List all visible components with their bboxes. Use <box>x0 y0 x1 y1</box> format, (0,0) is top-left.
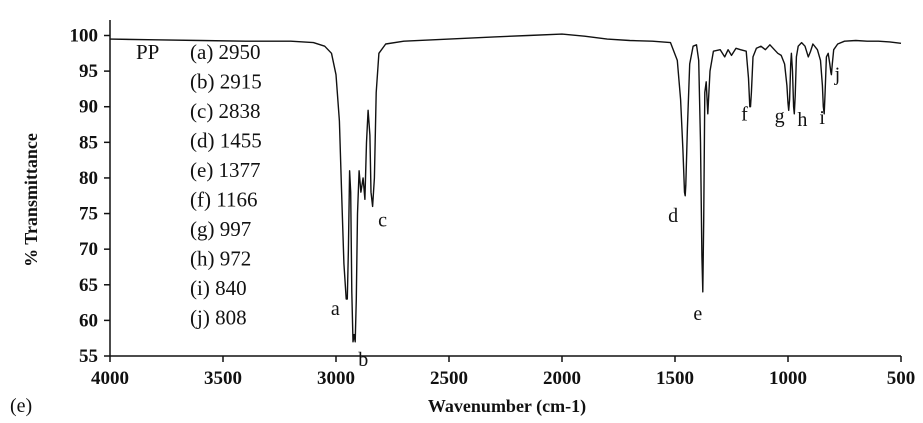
peak-legend: PP (a) 2950 (b) 2915 (c) 2838 (d) 1455 (e) 1… <box>136 40 262 330</box>
y-tick-label: 80 <box>79 168 98 189</box>
spectrum-line <box>109 33 902 343</box>
legend-title: PP <box>136 40 159 64</box>
peak-label-c: c <box>378 209 387 231</box>
peak-label-i: i <box>819 107 825 129</box>
peak-label-f: f <box>741 104 748 126</box>
legend-entry: (a) 2950 <box>190 40 261 64</box>
y-tick-label: 60 <box>79 310 98 331</box>
legend-entry: (h) 972 <box>190 247 251 271</box>
y-tick-label: 55 <box>79 346 98 367</box>
legend-entry: (j) 808 <box>190 306 247 330</box>
y-axis-title: % Transmittance <box>21 133 41 267</box>
peak-label-e: e <box>693 303 702 325</box>
x-tick-label: 2500 <box>430 368 468 389</box>
x-tick-label: 2000 <box>543 368 581 389</box>
x-ticks: 4000 3500 3000 2500 2000 1500 1000 500 <box>91 356 915 389</box>
x-tick-label: 4000 <box>91 368 129 389</box>
axes <box>109 20 901 357</box>
x-tick-label: 500 <box>887 368 916 389</box>
legend-entry: (g) 997 <box>190 217 251 241</box>
peak-label-b: b <box>358 349 368 371</box>
y-tick-label: 90 <box>79 97 98 118</box>
peak-label-g: g <box>775 105 785 127</box>
x-tick-label: 3000 <box>317 368 355 389</box>
peak-label-d: d <box>668 205 678 227</box>
legend-entry: (i) 840 <box>190 276 247 300</box>
x-tick-label: 1500 <box>656 368 694 389</box>
peak-labels: a b c d e f g h ij <box>331 64 840 371</box>
legend-entry: (c) 2838 <box>190 99 261 123</box>
y-tick-label: 75 <box>79 204 98 225</box>
x-tick-label: 1000 <box>769 368 807 389</box>
peak-label-h: h <box>797 109 807 131</box>
legend-entry: (d) 1455 <box>190 129 262 153</box>
x-axis-title: Wavenumber (cm-1) <box>428 396 586 417</box>
legend-entry: (f) 1166 <box>190 188 257 212</box>
legend-entry: (b) 2915 <box>190 70 262 94</box>
y-ticks: 55 60 65 70 75 80 85 90 95 100 <box>70 26 110 367</box>
y-tick-label: 70 <box>79 239 98 260</box>
x-tick-label: 3500 <box>204 368 242 389</box>
panel-label: (e) <box>10 395 32 417</box>
y-tick-label: 85 <box>79 132 98 153</box>
legend-entry: (e) 1377 <box>190 158 261 182</box>
y-tick-label: 95 <box>79 61 98 82</box>
y-tick-label: 100 <box>70 26 99 47</box>
y-tick-label: 65 <box>79 275 98 296</box>
peak-label-j: j <box>834 64 841 86</box>
peak-label-a: a <box>331 298 340 320</box>
